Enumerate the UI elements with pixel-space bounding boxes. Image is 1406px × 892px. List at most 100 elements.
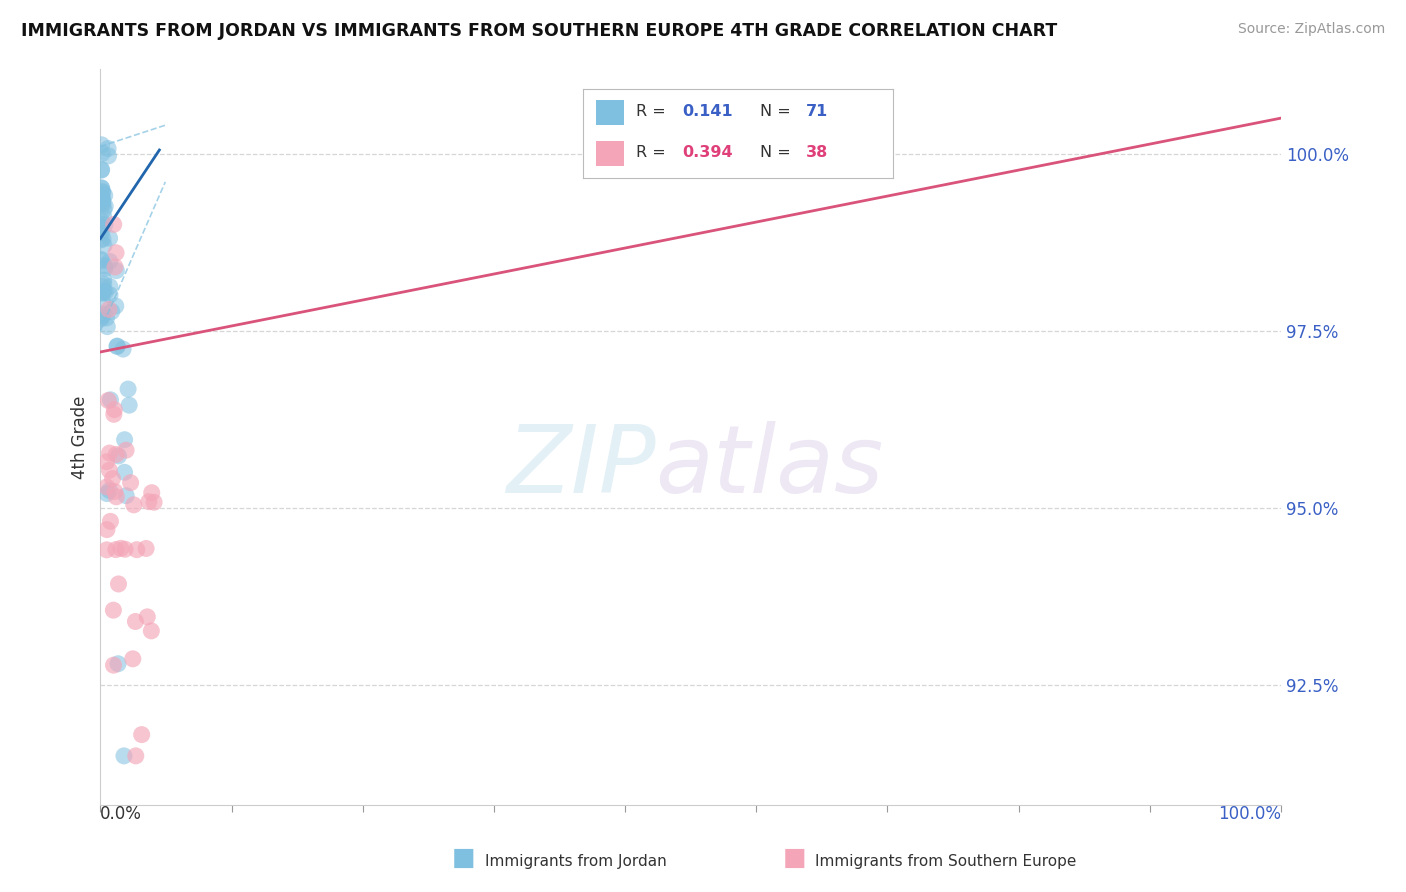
Text: IMMIGRANTS FROM JORDAN VS IMMIGRANTS FROM SOUTHERN EUROPE 4TH GRADE CORRELATION : IMMIGRANTS FROM JORDAN VS IMMIGRANTS FRO… — [21, 22, 1057, 40]
Bar — [596, 141, 624, 166]
Y-axis label: 4th Grade: 4th Grade — [72, 395, 89, 479]
Point — [96, 310, 118, 325]
Point — [125, 542, 148, 557]
Point — [90, 192, 112, 206]
Point — [93, 273, 115, 287]
Point — [105, 245, 128, 260]
Point — [136, 610, 159, 624]
Text: ■: ■ — [783, 846, 806, 870]
Text: Immigrants from Jordan: Immigrants from Jordan — [485, 854, 666, 869]
Point — [105, 339, 128, 353]
Point — [104, 484, 127, 499]
Point — [90, 252, 112, 267]
Point — [93, 285, 115, 299]
Point — [90, 312, 112, 326]
Point — [98, 287, 121, 301]
Point — [122, 498, 145, 512]
Point — [90, 220, 112, 235]
Point — [94, 261, 117, 276]
Point — [117, 382, 139, 396]
Point — [103, 603, 125, 617]
Point — [100, 304, 122, 318]
Point — [90, 163, 112, 178]
Text: R =: R = — [636, 104, 671, 120]
Point — [103, 402, 125, 417]
Point — [94, 199, 117, 213]
Point — [93, 210, 115, 224]
Point — [135, 541, 157, 556]
Point — [96, 523, 118, 537]
Point — [91, 195, 114, 210]
Text: 38: 38 — [806, 145, 828, 161]
Point — [97, 149, 120, 163]
Point — [97, 302, 120, 317]
Point — [98, 254, 121, 268]
Point — [103, 407, 125, 421]
Point — [90, 225, 112, 239]
Point — [90, 285, 112, 300]
Text: 71: 71 — [806, 104, 828, 120]
Point — [90, 253, 112, 268]
Point — [93, 202, 115, 217]
Text: N =: N = — [759, 104, 796, 120]
Point — [90, 181, 112, 195]
Point — [105, 339, 128, 353]
Point — [114, 465, 136, 479]
Point — [112, 342, 135, 356]
Text: Source: ZipAtlas.com: Source: ZipAtlas.com — [1237, 22, 1385, 37]
Point — [98, 446, 121, 460]
Text: 0.394: 0.394 — [682, 145, 733, 161]
Point — [90, 181, 112, 195]
Point — [96, 480, 118, 494]
Point — [91, 185, 114, 199]
Point — [125, 748, 148, 763]
Point — [103, 658, 125, 673]
Point — [110, 541, 132, 556]
Point — [94, 218, 117, 232]
Point — [90, 214, 112, 228]
Point — [93, 188, 115, 202]
Point — [105, 263, 128, 277]
Text: atlas: atlas — [655, 421, 883, 512]
Point — [91, 279, 114, 293]
Point — [90, 310, 112, 324]
Point — [96, 542, 118, 557]
Point — [131, 728, 153, 742]
Point — [98, 231, 121, 245]
Point — [93, 259, 115, 273]
Text: 100.0%: 100.0% — [1218, 805, 1281, 823]
Point — [118, 398, 141, 412]
Point — [107, 657, 129, 671]
Point — [96, 319, 118, 334]
Point — [91, 194, 114, 208]
Point — [105, 490, 128, 504]
Point — [114, 433, 136, 447]
Point — [104, 542, 127, 557]
Point — [100, 514, 122, 528]
Point — [141, 485, 163, 500]
Text: N =: N = — [759, 145, 796, 161]
Point — [91, 197, 114, 211]
Point — [114, 542, 136, 557]
Text: Immigrants from Southern Europe: Immigrants from Southern Europe — [815, 854, 1077, 869]
Point — [98, 463, 121, 477]
Point — [91, 185, 114, 199]
Point — [124, 615, 146, 629]
Point — [90, 233, 112, 247]
Point — [103, 218, 125, 232]
Point — [105, 447, 128, 461]
Point — [91, 307, 114, 321]
Point — [97, 142, 120, 156]
Point — [90, 137, 112, 152]
Point — [94, 285, 117, 300]
Point — [91, 192, 114, 206]
Point — [115, 489, 138, 503]
Point — [104, 260, 127, 274]
Point — [90, 191, 112, 205]
Point — [90, 188, 112, 202]
Text: ■: ■ — [453, 846, 475, 870]
Point — [141, 624, 163, 638]
Point — [91, 232, 114, 246]
Point — [90, 218, 112, 232]
Point — [138, 494, 160, 508]
